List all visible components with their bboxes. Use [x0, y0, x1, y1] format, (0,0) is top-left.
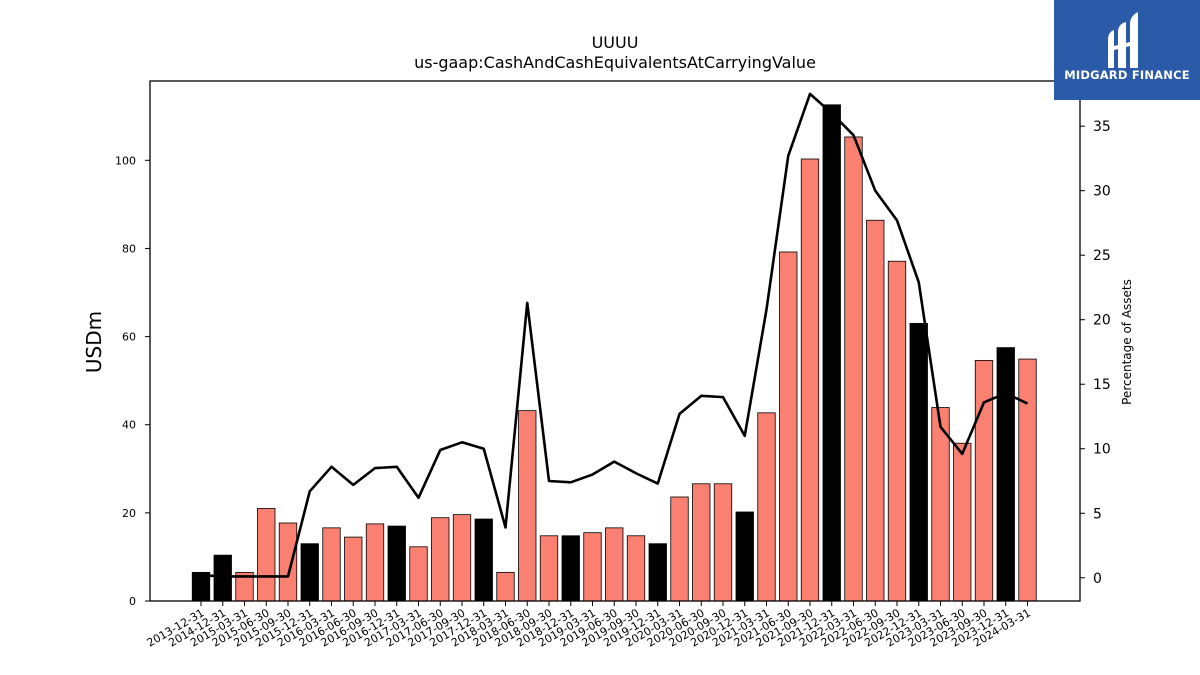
- midgard-finance-logo: MIDGARD FINANCE: [1054, 0, 1200, 100]
- y-tick-label: 40: [122, 419, 136, 432]
- bar-2022-06-30: [866, 219, 885, 602]
- chart-title: UUUU: [592, 33, 639, 52]
- bar-2018-09-30: [539, 535, 559, 602]
- y2-tick-label: 15: [1093, 377, 1111, 393]
- y-tick-label: 0: [129, 595, 136, 608]
- bar-2023-09-30: [974, 359, 994, 602]
- y-tick-label: 80: [122, 242, 136, 255]
- midgard-finance-logo-icon: [1108, 12, 1138, 68]
- y-axis-label: USDm: [82, 311, 106, 373]
- bar-2019-03-31: [583, 532, 602, 602]
- bar-2015-06-30: [257, 508, 276, 602]
- bar-2019-06-30: [605, 527, 624, 602]
- bar-2017-12-31: [474, 518, 493, 602]
- bar-2021-09-30: [800, 158, 820, 602]
- line-series: [200, 92, 1029, 578]
- y2-tick-label: 20: [1093, 313, 1111, 329]
- percentage-line: [200, 92, 1029, 578]
- chart-subtitle: us-gaap:CashAndCashEquivalentsAtCarrying…: [414, 53, 816, 72]
- bar-2016-09-30: [365, 523, 385, 602]
- bar-2018-12-31: [561, 535, 580, 602]
- y2-tick-label: 10: [1093, 442, 1111, 458]
- bar-2021-03-31: [757, 412, 776, 602]
- bar-2014-12-31: [213, 554, 232, 602]
- x-axis-ticks: 2013-12-312014-12-312015-03-312015-06-30…: [145, 601, 1033, 650]
- y2-axis-label: Percentage of Assets: [1120, 279, 1134, 405]
- bar-2020-12-31: [735, 511, 754, 602]
- bar-2017-06-30: [431, 517, 450, 602]
- y-tick-label: 20: [122, 507, 136, 520]
- bar-2022-09-30: [887, 260, 907, 602]
- bar-2015-09-30: [278, 522, 298, 602]
- bar-2019-12-31: [648, 543, 667, 602]
- y2-tick-label: 25: [1093, 248, 1111, 264]
- bar-2015-12-31: [300, 543, 319, 602]
- bar-2023-12-31: [996, 347, 1015, 602]
- bar-2017-03-31: [409, 546, 428, 602]
- bar-2018-06-30: [518, 410, 537, 602]
- bar-2017-09-30: [452, 514, 472, 602]
- bar-2022-12-31: [909, 322, 928, 602]
- bar-2021-06-30: [779, 251, 798, 602]
- axes: [149, 80, 1081, 602]
- y2-tick-label: 5: [1093, 506, 1102, 522]
- bar-2016-12-31: [387, 525, 406, 602]
- bar-2023-03-31: [931, 407, 950, 602]
- y2-tick-label: 0: [1093, 571, 1102, 587]
- logo-text: MIDGARD FINANCE: [1064, 68, 1190, 82]
- bar-2021-12-31: [822, 104, 841, 602]
- y-tick-label: 100: [115, 154, 136, 167]
- plot-frame: [149, 80, 1081, 602]
- y2-tick-label: 35: [1093, 119, 1111, 135]
- y-axis-ticks: 0 20 40 60 80 100: [115, 154, 150, 608]
- bar-2018-03-31: [496, 571, 515, 602]
- y2-tick-label: 30: [1093, 184, 1111, 200]
- bar-2016-03-31: [322, 527, 341, 602]
- y2-axis-ticks: 0 5 10 15 20 25 30 35: [1080, 119, 1111, 587]
- bar-2022-03-31: [844, 136, 863, 602]
- bar-2020-06-30: [692, 483, 711, 602]
- bar-series: [191, 104, 1037, 602]
- bar-2020-09-30: [713, 483, 733, 602]
- bar-2023-06-30: [953, 442, 972, 602]
- bar-2016-06-30: [344, 536, 363, 602]
- bar-2024-03-31: [1018, 358, 1037, 602]
- y-tick-label: 60: [122, 331, 136, 344]
- bar-2020-03-31: [670, 496, 689, 602]
- bar-2019-09-30: [626, 535, 646, 602]
